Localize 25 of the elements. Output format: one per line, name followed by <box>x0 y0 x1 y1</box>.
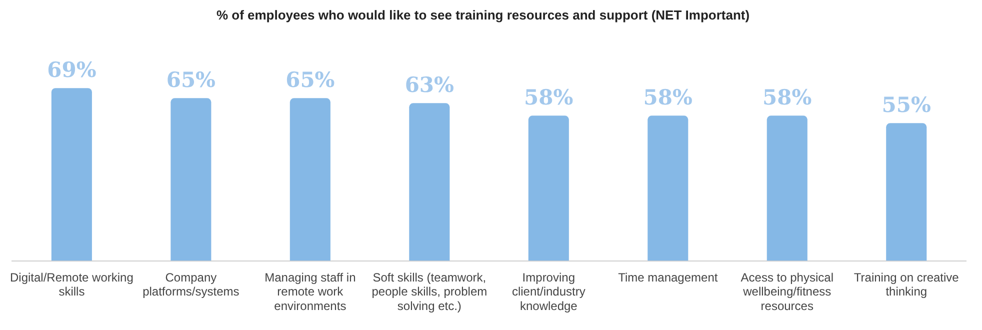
data-label: 63% <box>404 72 454 98</box>
bar <box>528 116 569 261</box>
x-tick-label: Digital/Remote working skills <box>10 270 134 299</box>
data-label: 65% <box>166 67 216 92</box>
bar <box>648 116 688 261</box>
data-label: 55% <box>882 92 932 118</box>
data-label: 58% <box>643 84 693 110</box>
x-tick-label: Company platforms/systems <box>142 270 240 299</box>
data-label: 58% <box>524 84 574 110</box>
x-tick-label: Time management <box>618 270 718 284</box>
x-tick-label: Improving client/industry knowledge <box>512 270 586 314</box>
bar <box>170 98 212 261</box>
bar <box>290 98 330 261</box>
chart-title: % of employees who would like to see training resources and support (NET Important) <box>216 7 750 22</box>
data-label: 58% <box>762 84 812 110</box>
bar <box>886 123 927 261</box>
data-label: 69% <box>47 57 96 82</box>
data-label: 65% <box>286 67 335 92</box>
x-tick-label: Soft skills (teamwork, people skills, problem solving etc.) <box>372 270 488 314</box>
x-tick-label: Training on creative thinking <box>854 270 960 299</box>
bar <box>766 116 808 261</box>
x-tick-label: Acess to physical wellbeing/fitness resources <box>740 270 834 314</box>
x-tick-label: Managing staff in remote work environments <box>264 270 356 314</box>
bar <box>51 88 92 261</box>
bar <box>409 103 450 261</box>
